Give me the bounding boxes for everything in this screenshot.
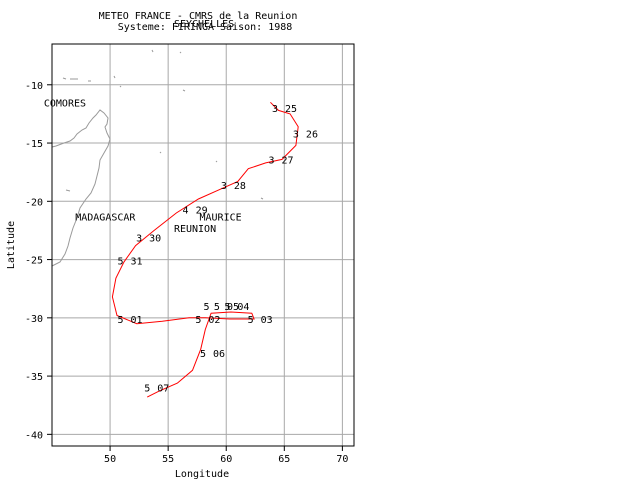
madagascar-coast <box>51 109 111 267</box>
position-day-30: 30 <box>149 233 161 244</box>
small-islands <box>113 49 264 200</box>
comores-islands <box>62 77 91 82</box>
y-tick-label-25: -25 <box>25 256 43 267</box>
grid-lines <box>52 44 354 446</box>
y-axis-label: Latitude <box>6 221 17 269</box>
place-reunion: REUNION <box>174 224 216 235</box>
position-code-7: 5 <box>118 315 124 326</box>
position-day-29: 29 <box>196 205 208 216</box>
position-day-26: 26 <box>306 130 318 141</box>
position-code-13: 5 <box>200 349 206 360</box>
x-tick-label-55: 55 <box>162 454 174 465</box>
axes: 50 55 60 65 70-10-15-20-25-30-35-40 <box>25 43 355 465</box>
y-tick-label-20: -20 <box>25 197 43 208</box>
y-tick-label-30: -30 <box>25 314 43 325</box>
position-day-01: 01 <box>131 315 143 326</box>
position-day-07: 07 <box>157 384 169 395</box>
header-system-season: Systeme: FIRINGA Saison: 1988 <box>118 22 293 33</box>
place-seychelles: SEYCHELLES <box>174 19 234 30</box>
position-day-04: 04 <box>237 302 249 313</box>
place-madagascar: MADAGASCAR <box>75 212 136 223</box>
y-tick-label-15: -15 <box>25 139 43 150</box>
header-title: METEO FRANCE - CMRS de la Reunion <box>99 11 298 22</box>
y-tick-label-35: -35 <box>25 372 43 383</box>
position-day-28: 28 <box>234 181 246 192</box>
x-tick-label-60: 60 <box>220 454 232 465</box>
position-day-02: 02 <box>208 315 220 326</box>
position-code-12: 5 <box>203 302 209 313</box>
position-code-11: 5 <box>214 302 220 313</box>
position-code-14: 5 <box>144 384 150 395</box>
place-maurice: MAURICE <box>200 212 242 223</box>
madagascar-west-islet <box>65 189 71 192</box>
position-day-25: 25 <box>285 104 297 115</box>
position-code-5: 3 <box>136 233 142 244</box>
position-code-0: 3 <box>272 104 278 115</box>
position-code-9: 5 <box>248 315 254 326</box>
position-day-06: 06 <box>213 349 225 360</box>
x-tick-label-50: 50 <box>104 454 116 465</box>
position-code-8: 5 <box>195 315 201 326</box>
x-axis-label: Longitude <box>175 469 229 480</box>
position-code-4: 4 <box>183 205 189 216</box>
position-day-27: 27 <box>282 155 294 166</box>
position-code-6: 5 <box>118 257 124 268</box>
place-comores: COMORES <box>44 98 86 109</box>
position-code-2: 3 <box>269 155 275 166</box>
position-day-03: 03 <box>261 315 273 326</box>
cyclone-track-line <box>111 101 299 398</box>
position-code-10: 5 <box>224 302 230 313</box>
y-tick-label-10: -10 <box>25 81 43 92</box>
position-code-1: 3 <box>293 130 299 141</box>
x-tick-label-70: 70 <box>336 454 348 465</box>
position-day-05: 05 <box>227 302 239 313</box>
x-tick-label-65: 65 <box>278 454 290 465</box>
place-names: SEYCHELLES COMORES MADAGASCAR MAURICEREUNIO… <box>44 19 242 235</box>
position-day-31: 31 <box>131 257 143 268</box>
y-tick-label-40: -40 <box>25 430 43 441</box>
coastlines <box>51 49 264 267</box>
position-code-3: 3 <box>221 181 227 192</box>
plot-frame <box>51 43 355 447</box>
